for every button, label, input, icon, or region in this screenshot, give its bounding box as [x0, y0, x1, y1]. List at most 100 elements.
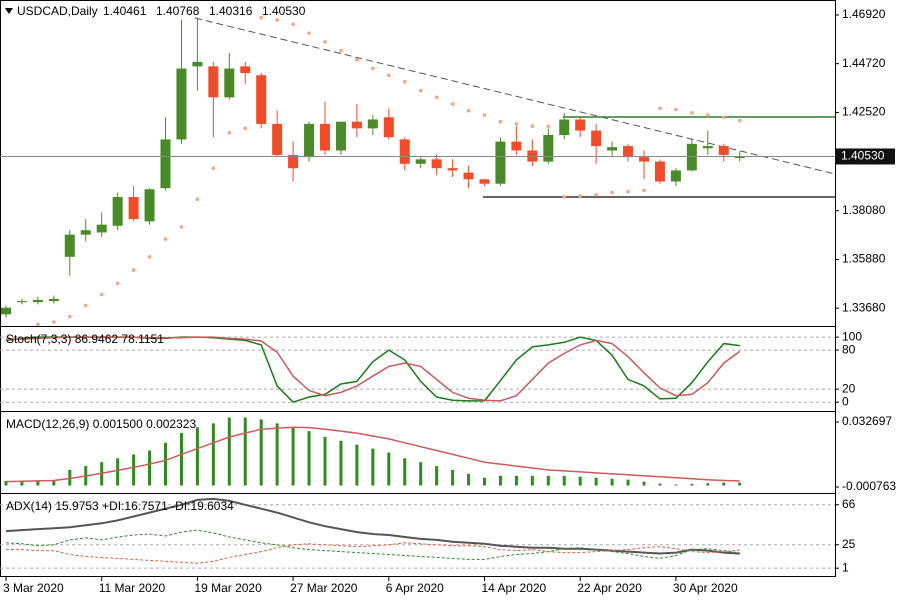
menu-triangle [5, 8, 13, 14]
sar-dot [243, 126, 248, 131]
histogram-bar [4, 480, 8, 486]
sar-dot [610, 190, 614, 195]
candle-body [288, 154, 299, 169]
sar-dot [131, 268, 136, 272]
histogram-bar [387, 452, 391, 486]
candle-body [208, 66, 219, 98]
candle-body [623, 146, 634, 158]
histogram-bar [339, 440, 343, 486]
histogram-bar [722, 482, 726, 486]
sar-dot [562, 195, 567, 199]
sar-dot [307, 31, 311, 35]
indicator-line [5, 497, 740, 555]
histogram-bar [435, 466, 439, 486]
sar-dot [147, 254, 152, 259]
candle-body [479, 179, 490, 184]
sar-dot [514, 122, 519, 126]
histogram-bar [259, 419, 263, 486]
sar-dot [275, 18, 279, 22]
histogram-bar [530, 475, 534, 486]
histogram-bar [674, 484, 678, 486]
candle-body [495, 141, 506, 184]
y-tick-label: 80 [842, 342, 856, 356]
candle-body [144, 189, 155, 222]
candle-body [686, 143, 697, 171]
histogram-bar [371, 448, 375, 486]
y-tick-label: 0 [842, 394, 849, 408]
histogram-bar [148, 450, 152, 486]
candle-body [272, 123, 283, 155]
indicator-line [6, 336, 741, 402]
sar-dot [642, 188, 646, 193]
indicator-title: Stoch(7,3,3) 86.9462 78.1151 [6, 332, 164, 346]
candle-body [734, 156, 745, 159]
indicator-line [5, 529, 740, 560]
histogram-bar [227, 417, 231, 486]
candle-body [160, 139, 171, 189]
candle-body [415, 159, 426, 164]
candle-body [320, 123, 330, 151]
candle-body [575, 119, 586, 131]
ohlc-value: 1.40461 [103, 4, 147, 18]
sar-dot [546, 124, 551, 128]
candle-body [176, 68, 187, 140]
y-tick-label: 20 [842, 381, 856, 395]
candle-body [543, 134, 554, 162]
sar-dot [211, 166, 216, 171]
histogram-bar [132, 454, 136, 486]
y-tick-label: 25 [842, 537, 856, 551]
candle-body [367, 119, 378, 129]
ohlc-value: 1.40530 [262, 4, 306, 18]
candle-body [607, 147, 618, 151]
histogram-bar [578, 476, 582, 486]
sar-dot [690, 111, 694, 115]
ohlc-value: 1.40768 [156, 4, 200, 18]
sar-dot [450, 102, 455, 106]
histogram-bar [498, 475, 502, 486]
sar-dot [658, 106, 662, 111]
indicator-line [6, 542, 740, 564]
y-tick-label: 1 [842, 560, 849, 574]
candle-body [351, 121, 362, 129]
histogram-bar [658, 483, 662, 486]
indicator-title: MACD(12,26,9) 0.001500 0.002323 [6, 417, 196, 431]
sar-dot [737, 118, 742, 123]
histogram-bar [626, 479, 630, 486]
x-tick-label: 3 Mar 2020 [3, 581, 64, 595]
y-tick-label: 1.33680 [842, 300, 886, 314]
candle-body [559, 119, 570, 135]
sar-dot [83, 303, 88, 308]
histogram-bar [642, 481, 646, 486]
sar-dot [721, 115, 726, 120]
last-price-label: 1.40530 [841, 149, 885, 163]
chart-title: USDCAD,Daily [17, 4, 98, 18]
candle-body [64, 234, 75, 257]
sar-dot [402, 80, 407, 84]
x-tick-label: 22 Apr 2020 [577, 581, 642, 595]
indicator-line [5, 426, 740, 483]
y-tick-label: -0.000763 [842, 479, 896, 493]
candle-body [654, 161, 665, 182]
y-tick-label: 1.38080 [842, 203, 886, 217]
candle-body [591, 130, 602, 147]
candle-body [304, 123, 315, 158]
candle-body [192, 61, 203, 67]
sar-dot [68, 314, 72, 319]
x-tick-label: 19 Mar 2020 [194, 581, 262, 595]
candle-body [718, 146, 729, 155]
candle-body [128, 197, 139, 220]
histogram-bar [323, 436, 327, 486]
sar-dot [339, 49, 343, 53]
sar-dot [355, 57, 359, 62]
sar-dot [371, 66, 375, 71]
histogram-bar [562, 475, 566, 486]
y-tick-label: 1.46920 [842, 7, 886, 21]
histogram-bar [116, 458, 120, 486]
histogram-bar [307, 431, 311, 486]
histogram-bar [514, 475, 518, 486]
candle-body [80, 230, 91, 235]
sar-dot [498, 119, 503, 124]
